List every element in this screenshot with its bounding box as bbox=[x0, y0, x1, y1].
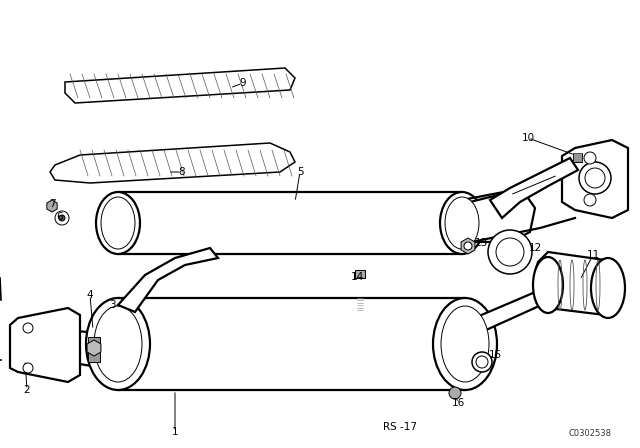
Ellipse shape bbox=[449, 387, 461, 399]
Ellipse shape bbox=[23, 363, 33, 373]
Polygon shape bbox=[65, 68, 295, 103]
Ellipse shape bbox=[472, 352, 492, 372]
Ellipse shape bbox=[55, 211, 69, 225]
Text: 15: 15 bbox=[488, 350, 502, 360]
Text: 16: 16 bbox=[451, 398, 465, 408]
Polygon shape bbox=[68, 330, 118, 370]
Ellipse shape bbox=[440, 192, 484, 254]
Polygon shape bbox=[535, 252, 615, 315]
Text: 13: 13 bbox=[474, 238, 488, 248]
Polygon shape bbox=[465, 290, 548, 335]
Text: 10: 10 bbox=[522, 133, 534, 143]
Ellipse shape bbox=[464, 242, 472, 250]
Ellipse shape bbox=[23, 323, 33, 333]
Polygon shape bbox=[573, 153, 582, 162]
Ellipse shape bbox=[584, 194, 596, 206]
Polygon shape bbox=[355, 270, 365, 278]
Text: C0302538: C0302538 bbox=[568, 429, 611, 438]
Polygon shape bbox=[490, 158, 578, 218]
Polygon shape bbox=[562, 140, 628, 218]
Ellipse shape bbox=[496, 238, 524, 266]
Text: 9: 9 bbox=[240, 78, 246, 88]
Text: 11: 11 bbox=[586, 250, 600, 260]
Ellipse shape bbox=[476, 356, 488, 368]
Ellipse shape bbox=[96, 192, 140, 254]
Polygon shape bbox=[105, 192, 475, 254]
Text: 12: 12 bbox=[529, 243, 541, 253]
Text: 8: 8 bbox=[179, 167, 186, 177]
Text: 4: 4 bbox=[86, 290, 93, 300]
Ellipse shape bbox=[533, 257, 563, 313]
Text: RS -17: RS -17 bbox=[383, 422, 417, 432]
Ellipse shape bbox=[86, 298, 150, 390]
Ellipse shape bbox=[94, 306, 142, 382]
Polygon shape bbox=[50, 143, 295, 183]
Ellipse shape bbox=[591, 258, 625, 318]
Text: 7: 7 bbox=[49, 199, 55, 209]
Text: 1: 1 bbox=[172, 427, 179, 437]
Text: 3: 3 bbox=[109, 300, 115, 310]
Polygon shape bbox=[118, 248, 218, 312]
Ellipse shape bbox=[584, 152, 596, 164]
Text: 5: 5 bbox=[297, 167, 303, 177]
Text: 6: 6 bbox=[57, 212, 63, 222]
Ellipse shape bbox=[488, 230, 532, 274]
Polygon shape bbox=[100, 298, 490, 390]
Polygon shape bbox=[88, 337, 100, 362]
Polygon shape bbox=[462, 192, 535, 242]
Ellipse shape bbox=[445, 197, 479, 249]
Text: 14: 14 bbox=[350, 272, 364, 282]
Ellipse shape bbox=[579, 162, 611, 194]
Text: 2: 2 bbox=[24, 385, 30, 395]
Ellipse shape bbox=[585, 168, 605, 188]
Ellipse shape bbox=[101, 197, 135, 249]
Ellipse shape bbox=[441, 306, 489, 382]
Ellipse shape bbox=[433, 298, 497, 390]
Ellipse shape bbox=[59, 215, 65, 221]
Polygon shape bbox=[10, 308, 80, 382]
